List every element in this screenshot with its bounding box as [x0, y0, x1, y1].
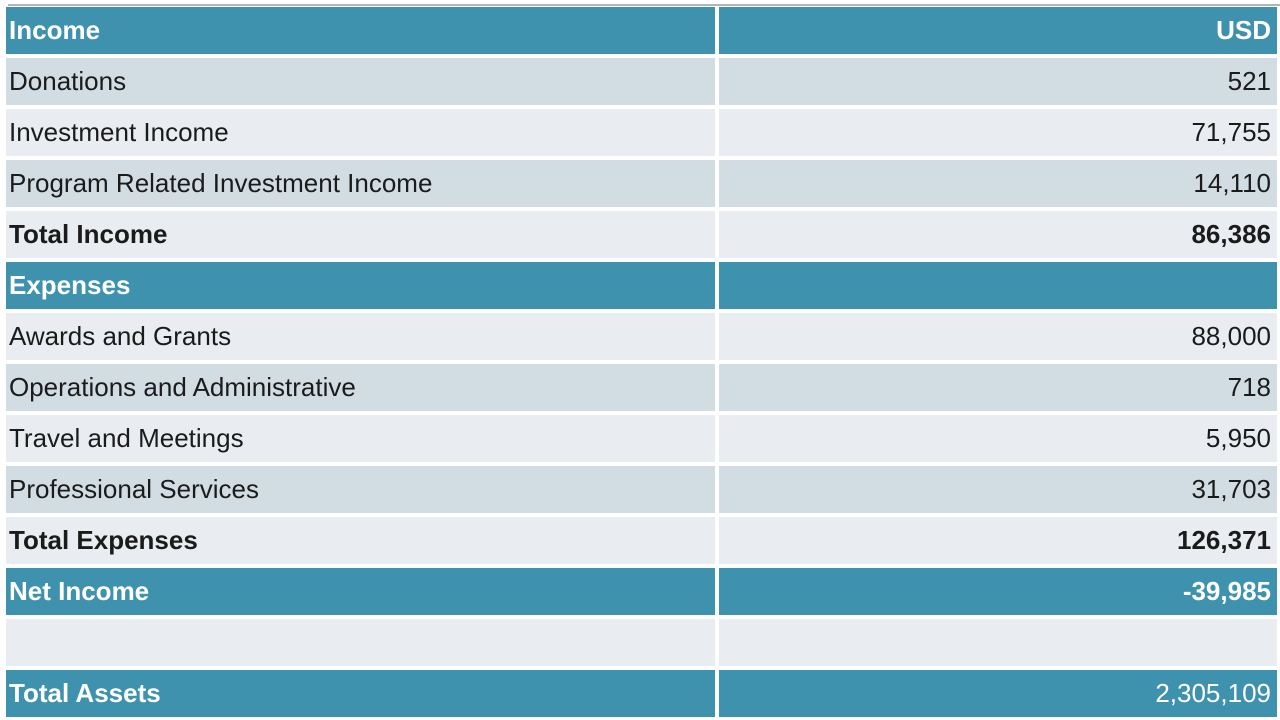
- table-row: Total Assets 2,305,109: [6, 670, 1277, 717]
- table-row: Total Income 86,386: [6, 211, 1277, 258]
- row-label: Awards and Grants: [6, 313, 715, 360]
- row-value: [719, 262, 1277, 309]
- row-label: Program Related Investment Income: [6, 160, 715, 207]
- row-value: USD: [719, 7, 1277, 54]
- row-value: 2,305,109: [719, 670, 1277, 717]
- table-row: Expenses: [6, 262, 1277, 309]
- row-value: 521: [719, 58, 1277, 105]
- row-label: Professional Services: [6, 466, 715, 513]
- row-value: 71,755: [719, 109, 1277, 156]
- table-row: Income USD: [6, 7, 1277, 54]
- row-value: 31,703: [719, 466, 1277, 513]
- row-value: 88,000: [719, 313, 1277, 360]
- row-label: Income: [6, 7, 715, 54]
- row-value: -39,985: [719, 568, 1277, 615]
- row-value: 14,110: [719, 160, 1277, 207]
- row-label: Net Income: [6, 568, 715, 615]
- row-value: 718: [719, 364, 1277, 411]
- row-label: Donations: [6, 58, 715, 105]
- table-row: Investment Income 71,755: [6, 109, 1277, 156]
- table-row: Program Related Investment Income 14,110: [6, 160, 1277, 207]
- table-row: Operations and Administrative 718: [6, 364, 1277, 411]
- row-label: Total Assets: [6, 670, 715, 717]
- table-row: Total Expenses 126,371: [6, 517, 1277, 564]
- row-label: Total Expenses: [6, 517, 715, 564]
- table-row: Travel and Meetings 5,950: [6, 415, 1277, 462]
- table-row: [6, 619, 1277, 666]
- table-row: Awards and Grants 88,000: [6, 313, 1277, 360]
- table-row: Donations 521: [6, 58, 1277, 105]
- row-label: Operations and Administrative: [6, 364, 715, 411]
- row-value: 126,371: [719, 517, 1277, 564]
- table-row: Net Income -39,985: [6, 568, 1277, 615]
- row-label: Investment Income: [6, 109, 715, 156]
- table-top-border: [8, 4, 1280, 6]
- row-value: 5,950: [719, 415, 1277, 462]
- row-label: Total Income: [6, 211, 715, 258]
- row-label: Expenses: [6, 262, 715, 309]
- row-label: [6, 619, 715, 666]
- row-value: 86,386: [719, 211, 1277, 258]
- financial-table: Income USD Donations 521 Investment Inco…: [6, 7, 1277, 720]
- table-row: Professional Services 31,703: [6, 466, 1277, 513]
- row-value: [719, 619, 1277, 666]
- row-label: Travel and Meetings: [6, 415, 715, 462]
